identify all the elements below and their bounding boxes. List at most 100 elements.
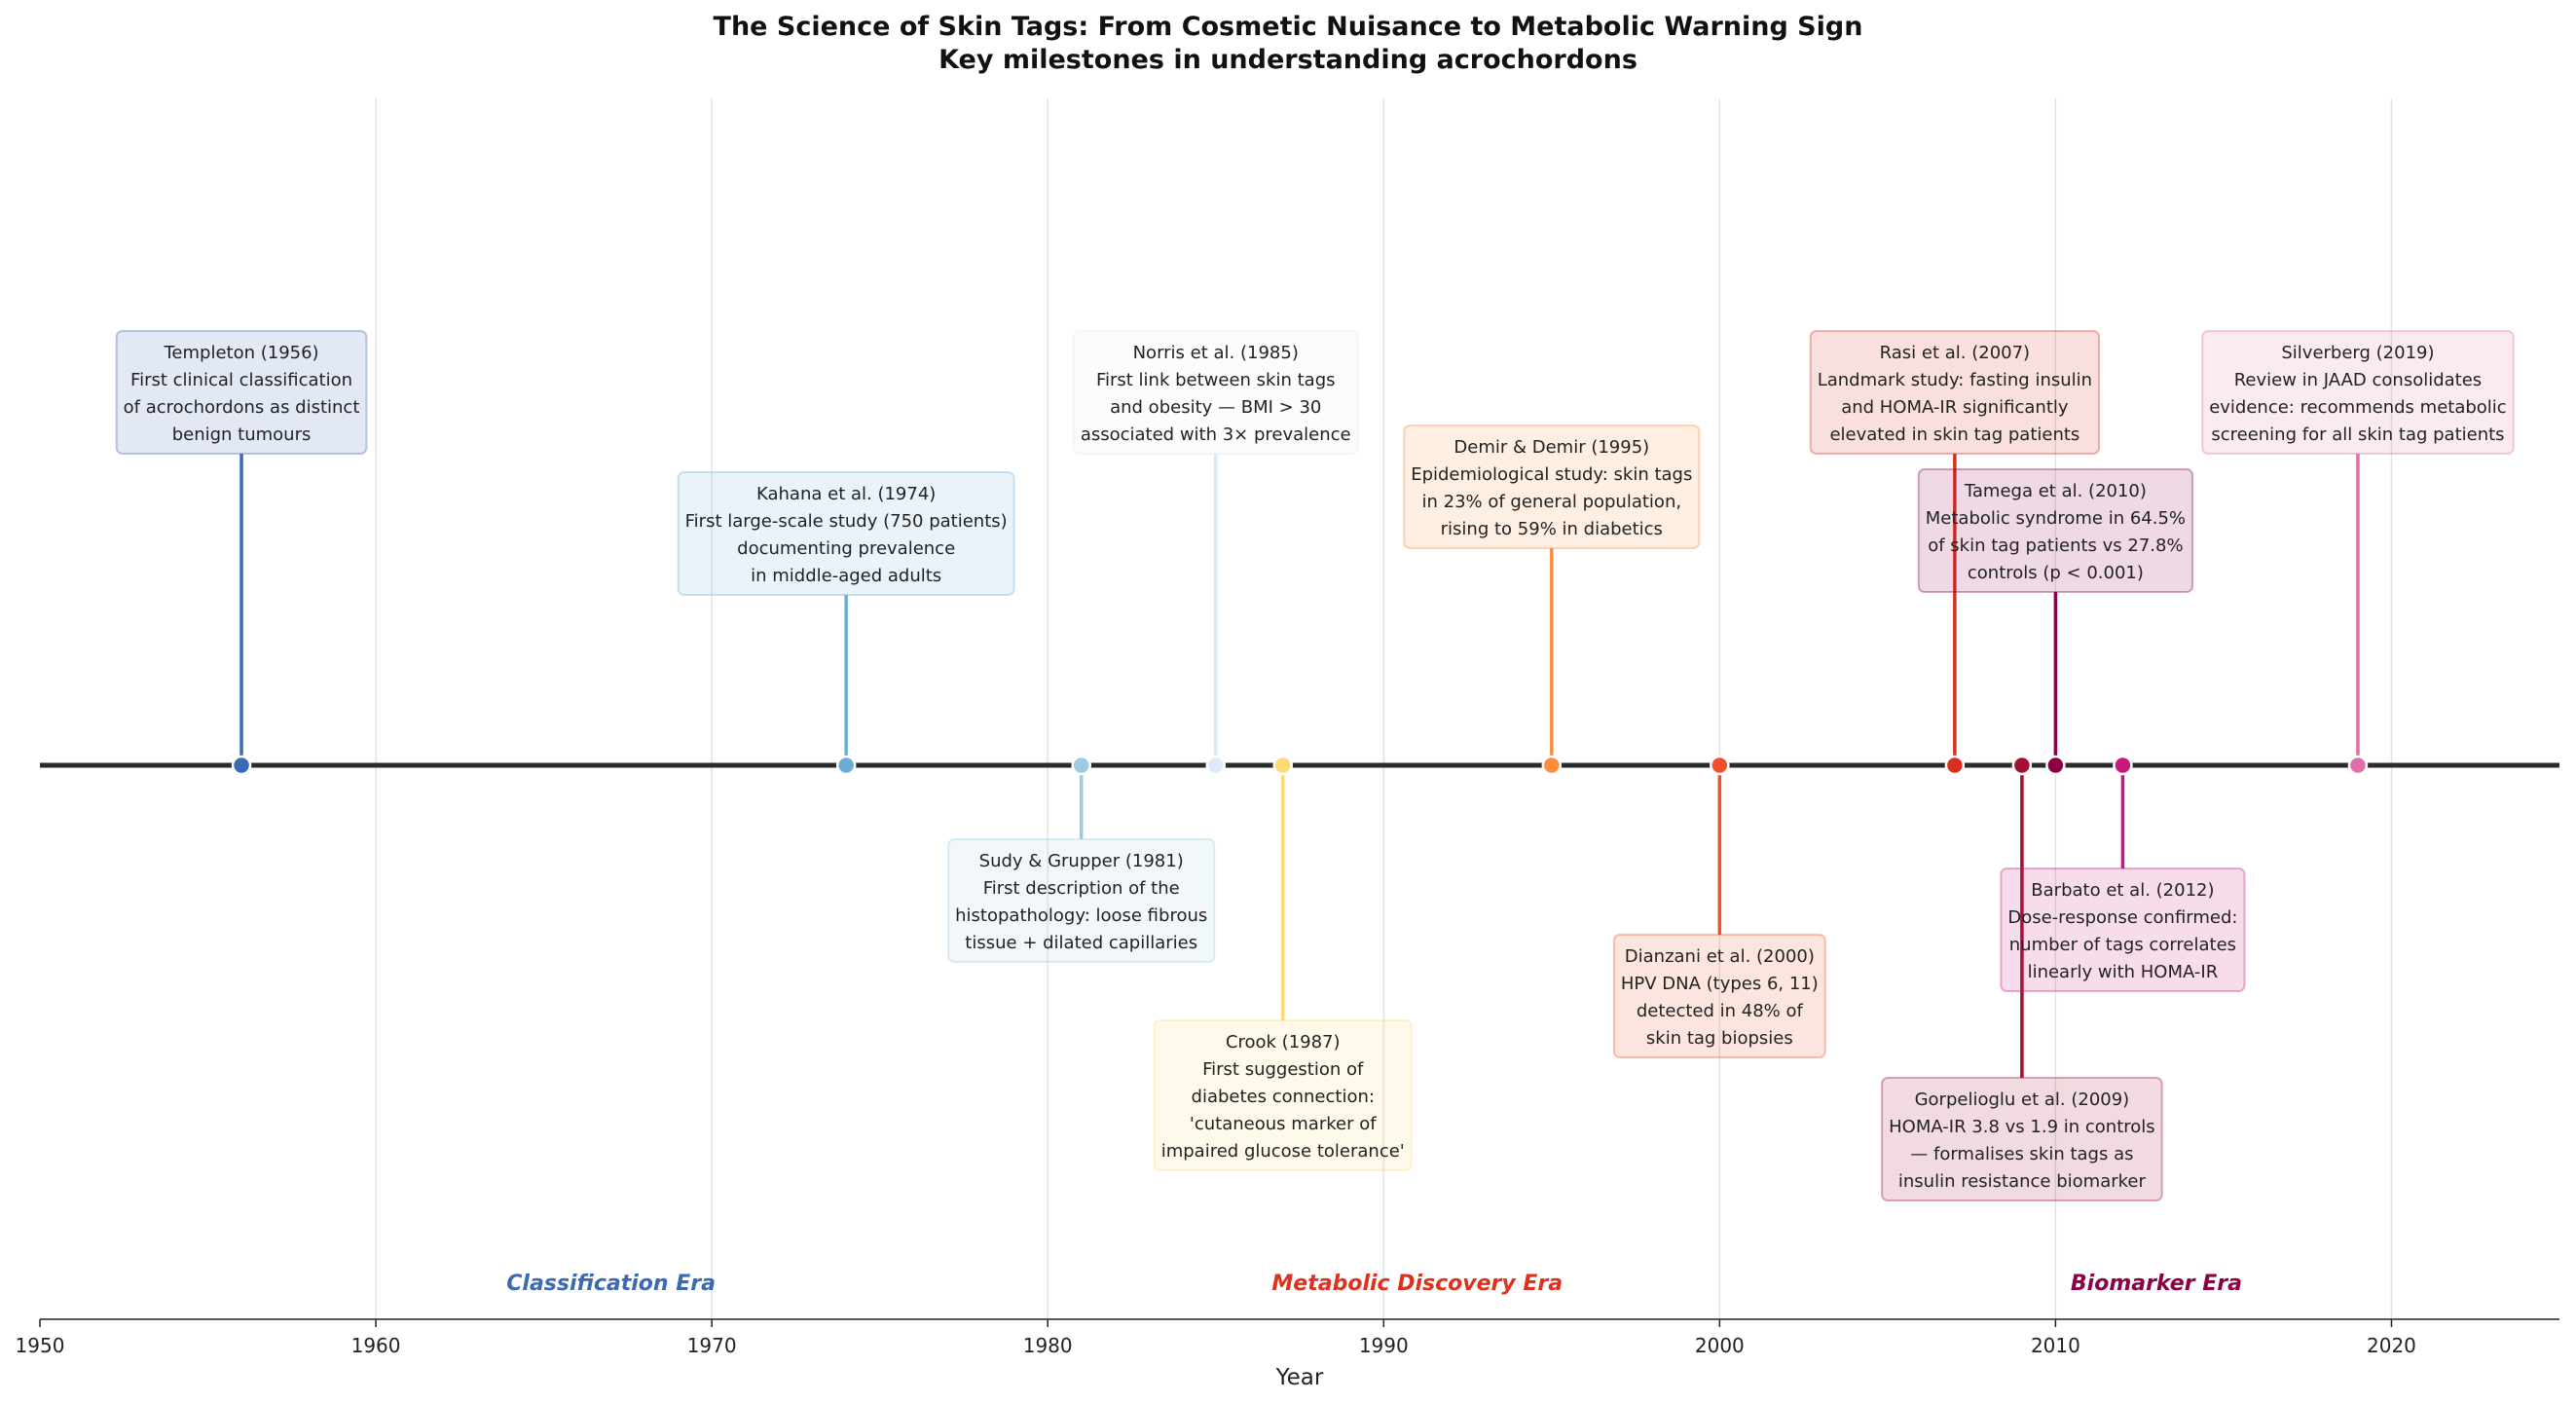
event-marker [1944, 755, 1966, 776]
event-markers [231, 755, 2369, 776]
event-title: Sudy & Grupper (1981) [979, 851, 1184, 871]
event-title: Dianzani et al. (2000) [1625, 946, 1815, 967]
event-title: Norris et al. (1985) [1133, 343, 1299, 363]
event-annotation: Sudy & Grupper (1981) First description o… [947, 838, 1216, 963]
event-description: in middle-aged adults [751, 566, 941, 586]
era-label: Biomarker Era [2071, 1272, 2242, 1296]
event-marker [2113, 755, 2133, 776]
event-annotations: Templeton (1956) First clinical classific… [115, 330, 2515, 1201]
annotation-box [2000, 868, 2246, 992]
event-description: Review in JAAD consolidates [2234, 370, 2482, 390]
event-description: evidence: recommends metabolic [2209, 397, 2507, 418]
event-description: HPV DNA (types 6, 11) [1621, 974, 1819, 994]
event-title: Demir & Demir (1995) [1454, 437, 1649, 458]
event-description: tissue + dilated capillaries [965, 933, 1197, 953]
event-description: First large-scale study (750 patients) [685, 511, 1008, 532]
event-description: Epidemiological study: skin tags [1411, 464, 1692, 485]
annotation-box [677, 471, 1015, 596]
event-marker [1541, 755, 1563, 776]
annotation-box [115, 330, 368, 455]
event-title: Kahana et al. (1974) [756, 484, 936, 504]
x-tick-label: 1990 [1359, 1334, 1409, 1357]
connectors [239, 454, 2360, 1078]
event-title: Templeton (1956) [163, 343, 318, 363]
event-description: — formalises skin tags as [1910, 1144, 2133, 1164]
annotation-box [1809, 330, 2101, 455]
event-marker [231, 755, 252, 776]
x-tick-label: 1960 [351, 1334, 401, 1357]
event-description: of skin tag patients vs 27.8% [1928, 535, 2183, 556]
annotation-box [1153, 1019, 1413, 1171]
era-labels: Classification Era Metabolic Discovery Er… [506, 1272, 2242, 1296]
event-annotation: Silverberg (2019) Review in JAAD consolid… [2201, 330, 2515, 455]
era-label: Classification Era [506, 1272, 716, 1296]
annotation-box [1917, 468, 2194, 593]
event-description: and obesity — BMI > 30 [1110, 397, 1321, 418]
event-annotation: Tamega et al. (2010) Metabolic syndrome i… [1917, 468, 2194, 593]
event-marker [2347, 755, 2369, 776]
event-description: linearly with HOMA-IR [2028, 962, 2219, 982]
x-axis-ticks: 1950 1960 1970 1980 1990 2000 2010 2020 [16, 1319, 2416, 1357]
event-title: Barbato et al. (2012) [2031, 880, 2214, 901]
event-description: screening for all skin tag patients [2211, 425, 2504, 445]
event-marker [1071, 755, 1091, 776]
event-annotation: Crook (1987) First suggestion of diabetes … [1153, 1019, 1413, 1171]
annotation-box [1612, 934, 1826, 1058]
event-annotation: Dianzani et al. (2000) HPV DNA (types 6, … [1612, 934, 1826, 1058]
event-title: Crook (1987) [1226, 1032, 1341, 1052]
event-description: rising to 59% in diabetics [1441, 519, 1663, 539]
event-description: First link between skin tags [1096, 370, 1336, 390]
x-tick-label: 2010 [2031, 1334, 2080, 1357]
event-annotation: Gorpelioglu et al. (2009) HOMA-IR 3.8 vs … [1881, 1077, 2163, 1201]
event-description: associated with 3× prevalence [1081, 425, 1351, 445]
x-axis-label: Year [1275, 1365, 1324, 1390]
event-title: Silverberg (2019) [2281, 343, 2434, 363]
event-description: Dose-response confirmed: [2007, 907, 2237, 928]
era-label: Metabolic Discovery Era [1271, 1272, 1563, 1296]
event-description: histopathology: loose fibrous [955, 905, 1207, 926]
chart-title: The Science of Skin Tags: From Cosmetic … [714, 12, 1863, 42]
event-description: skin tag biopsies [1646, 1028, 1793, 1049]
event-annotation: Rasi et al. (2007) Landmark study: fastin… [1809, 330, 2101, 455]
event-description: impaired glucose tolerance' [1161, 1141, 1405, 1162]
event-description: controls (p < 0.001) [1968, 563, 2144, 583]
chart-subtitle: Key milestones in understanding acrochor… [938, 45, 1638, 75]
annotation-box [1072, 330, 1359, 455]
event-description: benign tumours [172, 425, 312, 445]
event-description: and HOMA-IR significantly [1841, 397, 2069, 418]
event-description: 'cutaneous marker of [1190, 1114, 1377, 1134]
x-tick-label: 2000 [1695, 1334, 1745, 1357]
x-tick-label: 1970 [687, 1334, 737, 1357]
event-marker [1205, 755, 1226, 776]
event-title: Gorpelioglu et al. (2009) [1915, 1089, 2130, 1110]
event-description: in 23% of general population, [1422, 492, 1682, 512]
event-description: detected in 48% of [1637, 1001, 1804, 1021]
event-description: First description of the [983, 878, 1180, 899]
x-tick-label: 1950 [16, 1334, 65, 1357]
event-description: HOMA-IR 3.8 vs 1.9 in controls [1889, 1117, 2155, 1137]
annotation-box [2201, 330, 2515, 455]
event-description: number of tags correlates [2009, 935, 2236, 955]
event-description: of acrochordons as distinct [124, 397, 360, 418]
event-annotation: Templeton (1956) First clinical classific… [115, 330, 368, 455]
event-description: elevated in skin tag patients [1829, 425, 2079, 445]
event-description: diabetes connection: [1192, 1087, 1375, 1107]
event-description: documenting prevalence [737, 538, 955, 559]
event-annotation: Kahana et al. (1974) First large-scale st… [677, 471, 1015, 596]
event-annotation: Demir & Demir (1995) Epidemiological stud… [1403, 425, 1701, 549]
annotation-box [1403, 425, 1701, 549]
event-marker [835, 755, 857, 776]
x-tick-label: 1980 [1023, 1334, 1073, 1357]
event-description: First clinical classification [130, 370, 352, 390]
event-annotation: Norris et al. (1985) First link between s… [1072, 330, 1359, 455]
event-marker [1272, 755, 1293, 776]
event-marker [2045, 755, 2066, 776]
event-description: Landmark study: fasting insulin [1818, 370, 2092, 390]
x-tick-label: 2020 [2367, 1334, 2416, 1357]
event-description: insulin resistance biomarker [1898, 1171, 2147, 1192]
annotation-box [947, 838, 1216, 963]
event-description: First suggestion of [1202, 1059, 1364, 1080]
event-marker [2011, 755, 2033, 776]
event-title: Tamega et al. (2010) [1964, 481, 2147, 501]
